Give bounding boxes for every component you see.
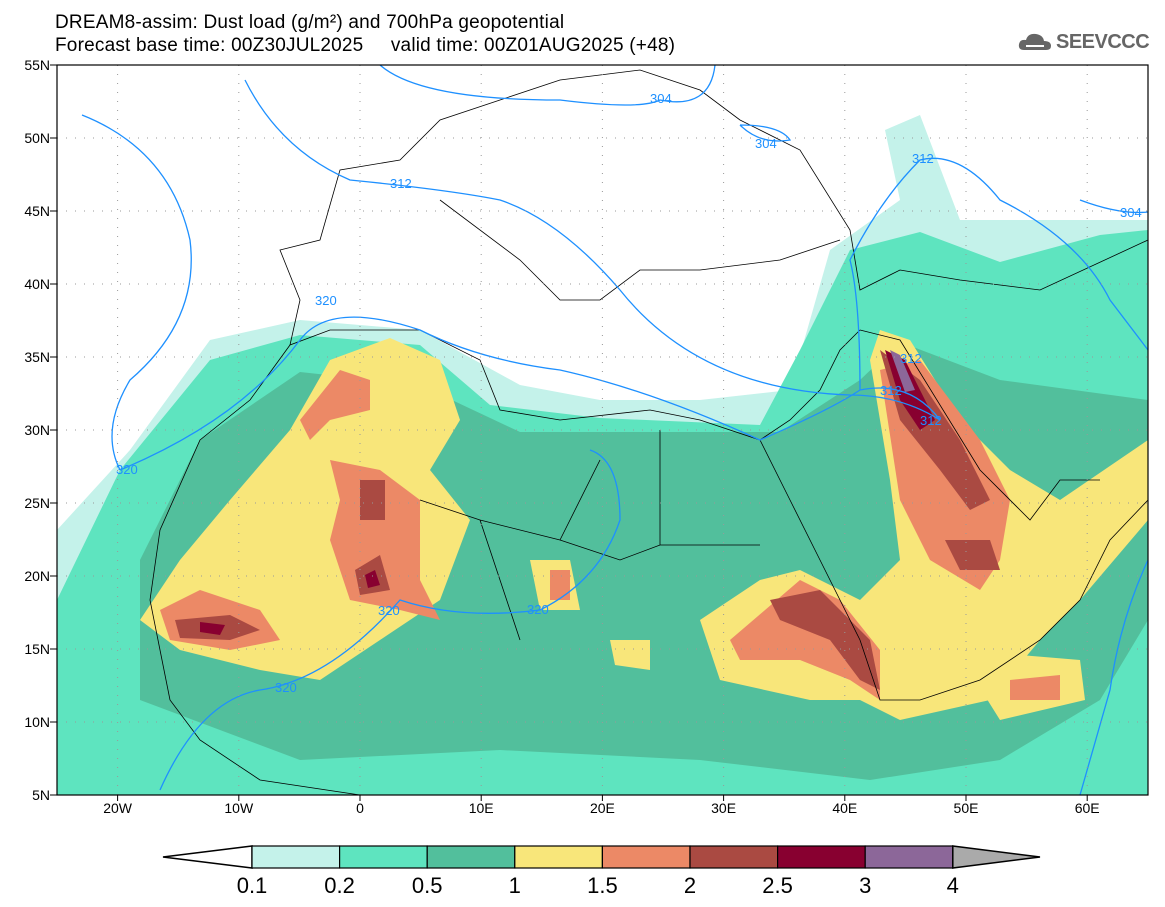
colorbar-label: 2.5 (762, 873, 793, 898)
lat-label: 55N (24, 57, 50, 73)
lon-label: 20W (103, 800, 133, 816)
coastlines (149, 69, 1148, 795)
logo-text: SEEVCCC (1056, 30, 1150, 53)
lat-label: 40N (24, 276, 50, 292)
contour-labels: 304 304 304 312 312 312 312 312 320 320 … (116, 91, 1142, 695)
lon-label: 30E (711, 800, 736, 816)
colorbar-swatch (601, 845, 691, 869)
lat-label: 20N (24, 568, 50, 584)
seevccc-logo: SEEVCCC (1018, 30, 1150, 54)
lon-label: 50E (954, 800, 979, 816)
lon-label: 20E (590, 800, 615, 816)
colorbar-swatch (776, 845, 866, 869)
svg-text:304: 304 (755, 136, 777, 151)
svg-text:320: 320 (116, 462, 138, 477)
geopotential-contours (81, 65, 1148, 795)
colorbar-over-arrow (952, 845, 1041, 869)
svg-text:304: 304 (1120, 205, 1142, 220)
colorbar-swatch (426, 845, 516, 869)
map-title: DREAM8-assim: Dust load (g/m²) and 700hP… (55, 12, 565, 33)
colorbar-label: 0.1 (237, 873, 268, 898)
lon-label: 10E (469, 800, 494, 816)
colorbar-swatch (864, 845, 954, 869)
colorbar-label: 1 (509, 873, 521, 898)
svg-text:312: 312 (920, 413, 942, 428)
graticule (57, 65, 1148, 795)
lat-label: 5N (32, 787, 50, 803)
colorbar-label: 2 (684, 873, 696, 898)
lat-label: 15N (24, 641, 50, 657)
svg-text:312: 312 (912, 151, 934, 166)
svg-text:312: 312 (390, 176, 412, 191)
colorbar-swatch (339, 845, 428, 869)
colorbar-label: 3 (859, 873, 871, 898)
dust-level-3 (890, 350, 915, 392)
svg-text:312: 312 (880, 383, 902, 398)
svg-text:320: 320 (527, 602, 549, 617)
svg-text:304: 304 (650, 91, 672, 106)
lon-label: 0 (356, 800, 364, 816)
lat-label: 10N (24, 714, 50, 730)
colorbar-swatch (514, 845, 603, 869)
colorbar-label: 1.5 (587, 873, 618, 898)
colorbar: 0.1 0.2 0.5 1 1.5 2 2.5 3 4 (162, 845, 1041, 898)
lat-label: 50N (24, 130, 50, 146)
lon-label: 40E (832, 800, 857, 816)
colorbar-under-arrow (162, 845, 253, 869)
colorbar-swatch (689, 845, 779, 869)
forecast-times: Forecast base time: 00Z30JUL2025 valid t… (55, 35, 676, 56)
svg-text:320: 320 (275, 680, 297, 695)
lat-label: 35N (24, 349, 50, 365)
colorbar-label: 0.5 (412, 873, 443, 898)
lon-label: 10W (224, 800, 254, 816)
lat-label: 25N (24, 495, 50, 511)
colorbar-label: 0.2 (324, 873, 355, 898)
lat-label: 45N (24, 203, 50, 219)
svg-text:312: 312 (900, 351, 922, 366)
lat-label: 30N (24, 422, 50, 438)
dust-load-field: 304 304 304 312 312 312 312 312 320 320 … (57, 65, 1148, 795)
svg-text:320: 320 (378, 603, 400, 618)
cloud-icon (1018, 33, 1051, 50)
colorbar-swatch (251, 845, 341, 869)
colorbar-label: 4 (947, 873, 959, 898)
svg-text:320: 320 (315, 293, 337, 308)
axis-labels: 55N 50N 45N 40N 35N 30N 25N 20N 15N 10N 5N 20W 10W 0 1… (24, 57, 1099, 816)
lon-label: 60E (1075, 800, 1100, 816)
